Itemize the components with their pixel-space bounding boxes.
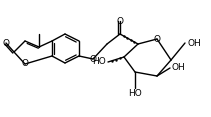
Text: O: O <box>89 55 96 64</box>
Text: O: O <box>22 60 28 68</box>
Text: HO: HO <box>128 89 142 98</box>
Text: O: O <box>116 16 123 26</box>
Text: OH: OH <box>172 64 186 73</box>
Text: OH: OH <box>187 38 201 48</box>
Text: HO: HO <box>92 57 106 66</box>
Text: O: O <box>153 35 161 44</box>
Text: O: O <box>3 38 9 48</box>
